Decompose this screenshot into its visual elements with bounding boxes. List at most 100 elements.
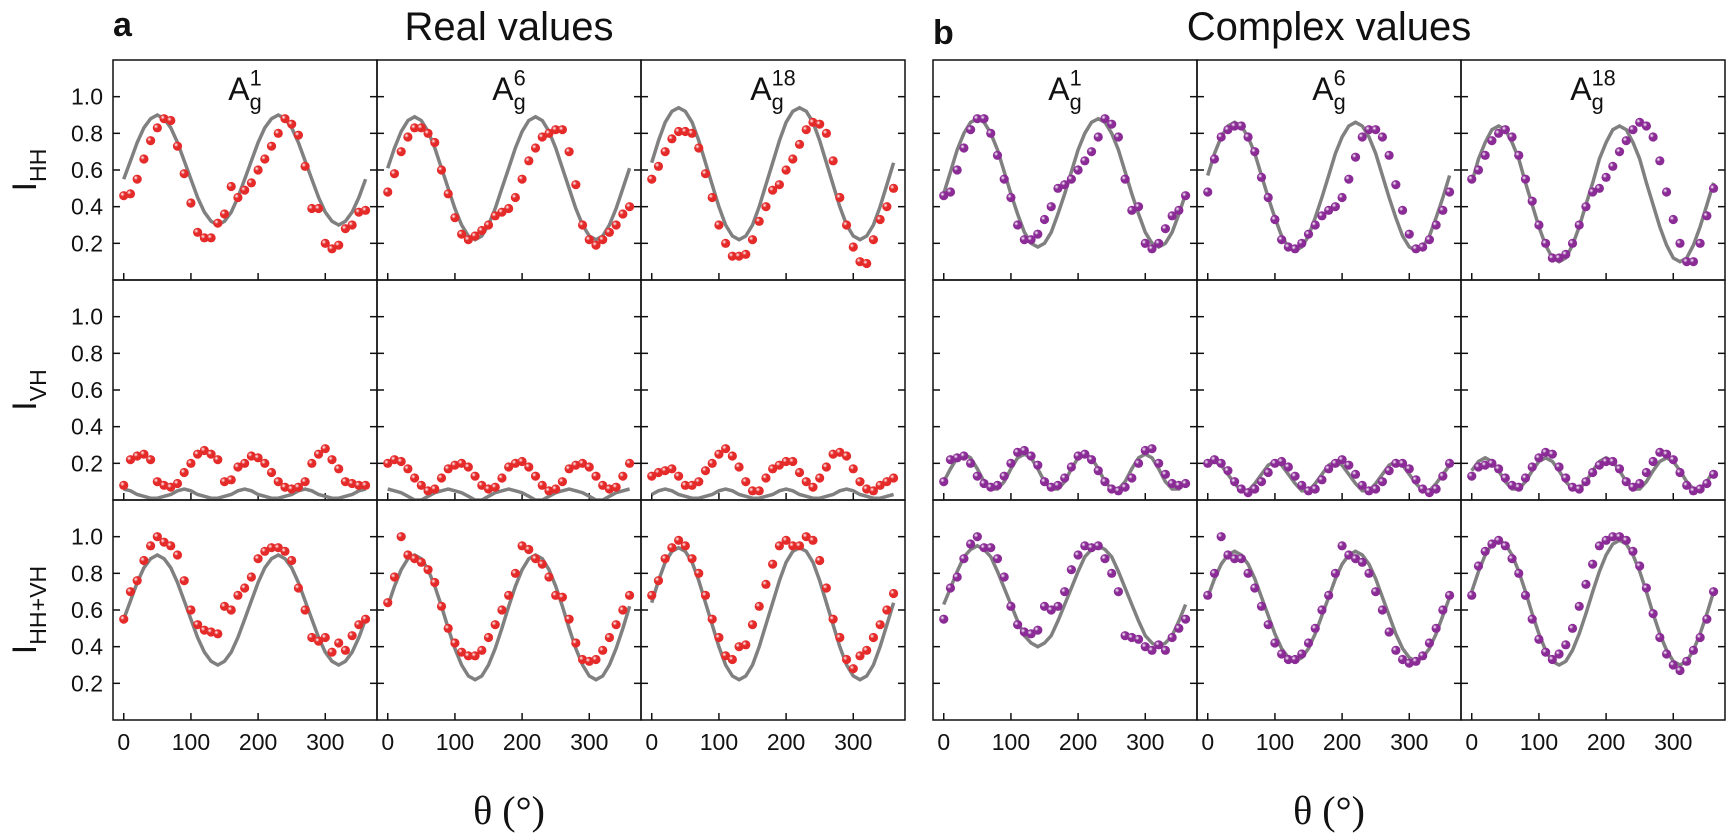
data-point: [1668, 455, 1678, 465]
data-point: [1494, 535, 1504, 545]
data-point: [327, 455, 337, 465]
panel-title-sup: 18: [1592, 66, 1616, 91]
data-point: [1216, 532, 1226, 542]
panel-title-sub: g: [514, 90, 526, 115]
x-tick-label: 100: [1520, 729, 1558, 755]
data-point: [591, 240, 601, 250]
data-point: [1514, 482, 1524, 492]
fit-line: [650, 487, 895, 500]
data-point: [768, 464, 778, 474]
data-point: [1438, 605, 1448, 615]
y-tick-label: 0.8: [71, 120, 103, 146]
data-point: [1310, 623, 1320, 633]
data-point: [557, 125, 568, 135]
plot-area: [1467, 117, 1719, 267]
data-point: [687, 128, 697, 138]
data-point: [537, 480, 547, 490]
plot-area: [647, 105, 899, 269]
x-tick-label: 0: [937, 729, 950, 755]
data-point: [1330, 568, 1340, 578]
data-point: [1026, 629, 1036, 639]
x-tick-label: 100: [992, 729, 1030, 755]
data-point: [714, 449, 724, 459]
data-point: [1250, 147, 1260, 157]
data-point: [1520, 473, 1531, 483]
x-tick-label: 300: [1654, 729, 1692, 755]
x-tick-label: 300: [306, 729, 344, 755]
data-point: [313, 203, 324, 214]
data-point: [132, 174, 142, 184]
data-point: [747, 620, 758, 630]
data-point: [945, 187, 956, 197]
data-point: [125, 587, 136, 597]
data-point: [888, 473, 899, 483]
data-point: [1467, 174, 1477, 184]
data-point: [1500, 125, 1510, 135]
data-point: [992, 150, 1003, 160]
data-point: [179, 169, 189, 179]
data-point: [1019, 235, 1029, 245]
data-point: [1019, 445, 1029, 456]
data-point: [1480, 546, 1490, 556]
data-point: [1534, 453, 1544, 463]
data-point: [754, 486, 764, 496]
data-point: [1487, 458, 1497, 468]
data-point: [470, 651, 480, 661]
data-point: [604, 227, 615, 237]
data-point: [564, 464, 574, 474]
data-point: [986, 543, 996, 553]
data-point: [774, 541, 784, 551]
data-point: [939, 477, 949, 487]
data-point: [774, 180, 784, 190]
plot-area: [119, 113, 371, 254]
data-point: [1675, 665, 1685, 676]
data-point: [233, 590, 243, 600]
panel-title: Ag6: [492, 66, 525, 115]
data-point: [206, 233, 216, 243]
panel-title-sup: 1: [1070, 66, 1082, 91]
data-point: [334, 638, 344, 648]
data-point: [714, 220, 724, 230]
data-point: [1180, 478, 1191, 489]
data-point: [443, 623, 453, 633]
data-point: [624, 590, 635, 600]
data-point: [423, 565, 433, 575]
data-point: [1317, 605, 1327, 615]
data-point: [293, 482, 304, 492]
data-point: [1223, 550, 1233, 560]
data-point: [1561, 473, 1571, 483]
data-point: [1310, 220, 1320, 230]
plot-area: [647, 532, 899, 682]
data-point: [477, 645, 487, 655]
data-point: [1675, 467, 1685, 478]
data-point: [307, 203, 317, 214]
y-tick-label: 1.0: [71, 304, 103, 330]
data-point: [517, 174, 527, 184]
data-point: [687, 554, 697, 564]
data-point: [1033, 460, 1043, 470]
data-point: [152, 532, 162, 542]
data-point: [1554, 253, 1564, 263]
data-point: [882, 202, 892, 212]
data-point: [1588, 467, 1598, 478]
data-point: [463, 235, 473, 245]
data-point: [524, 156, 534, 166]
x-tick-label: 300: [834, 729, 872, 755]
data-point: [1384, 150, 1394, 160]
data-point: [186, 605, 196, 615]
data-point: [1243, 568, 1253, 578]
data-point: [1648, 132, 1658, 142]
data-point: [483, 220, 494, 230]
data-point: [320, 444, 330, 454]
data-point: [1494, 464, 1504, 474]
x-tick-label: 0: [1465, 729, 1478, 755]
data-point: [524, 544, 534, 555]
data-point: [1547, 449, 1557, 459]
data-point: [815, 119, 825, 129]
y-tick-label: 0.4: [71, 194, 103, 220]
data-point: [1154, 238, 1164, 248]
data-point: [340, 224, 351, 234]
data-point: [794, 467, 805, 478]
data-point: [1708, 469, 1719, 479]
plot-area: [119, 444, 371, 500]
